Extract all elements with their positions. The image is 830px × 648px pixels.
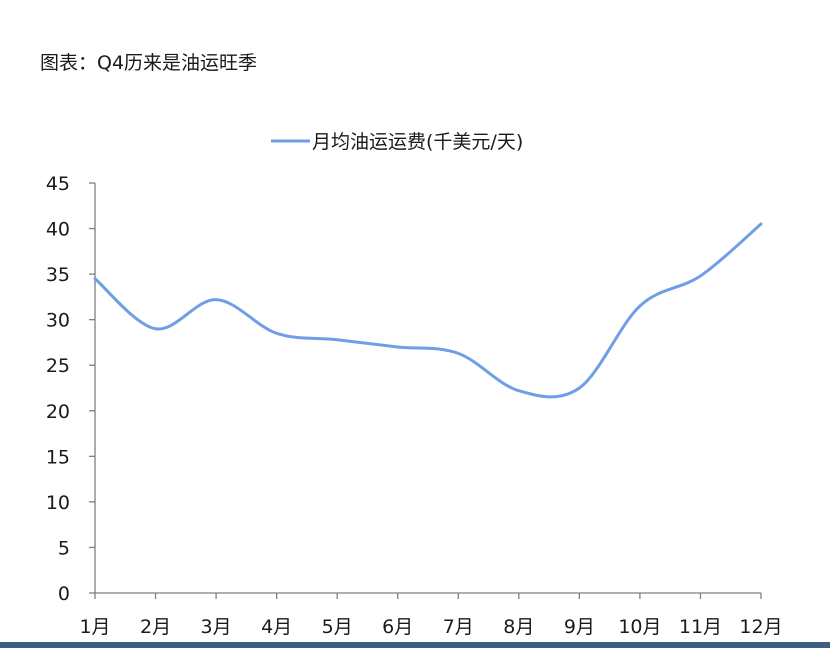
y-tick-label: 5: [58, 537, 70, 559]
x-tick-label: 4月: [261, 616, 292, 638]
x-tick-label: 12月: [739, 616, 782, 638]
x-tick-label: 6月: [382, 616, 413, 638]
y-tick-label: 10: [46, 492, 70, 514]
figure-title: 图表：Q4历来是油运旺季: [40, 52, 258, 74]
x-tick-label: 9月: [564, 616, 595, 638]
y-tick-label: 45: [46, 173, 70, 195]
legend: 月均油运运费(千美元/天): [271, 131, 523, 153]
y-tick-label: 40: [46, 219, 70, 241]
x-tick-label: 10月: [618, 616, 661, 638]
x-tick-label: 8月: [503, 616, 534, 638]
y-axis: 0 5 10 15 20 25 30 35 40 45: [46, 173, 96, 605]
y-tick-label: 35: [46, 264, 70, 286]
bottom-divider-bar: [0, 642, 830, 648]
series-line: [93, 222, 763, 399]
plot-area: [93, 222, 763, 399]
x-tick-label: 7月: [443, 616, 474, 638]
legend-label: 月均油运运费(千美元/天): [312, 131, 523, 153]
x-tick-label: 3月: [201, 616, 232, 638]
x-tick-label: 5月: [322, 616, 353, 638]
y-tick-label: 20: [46, 401, 70, 423]
x-axis: 1月 2月 3月 4月 5月 6月 7月 8月 9月 10月 11月 12月: [79, 592, 783, 638]
y-tick-label: 15: [46, 446, 70, 468]
y-tick-label: 25: [46, 355, 70, 377]
x-tick-label: 2月: [140, 616, 171, 638]
x-tick-label: 1月: [79, 616, 110, 638]
x-tick-label: 11月: [679, 616, 722, 638]
y-tick-label: 0: [58, 583, 70, 605]
y-tick-label: 30: [46, 310, 70, 332]
